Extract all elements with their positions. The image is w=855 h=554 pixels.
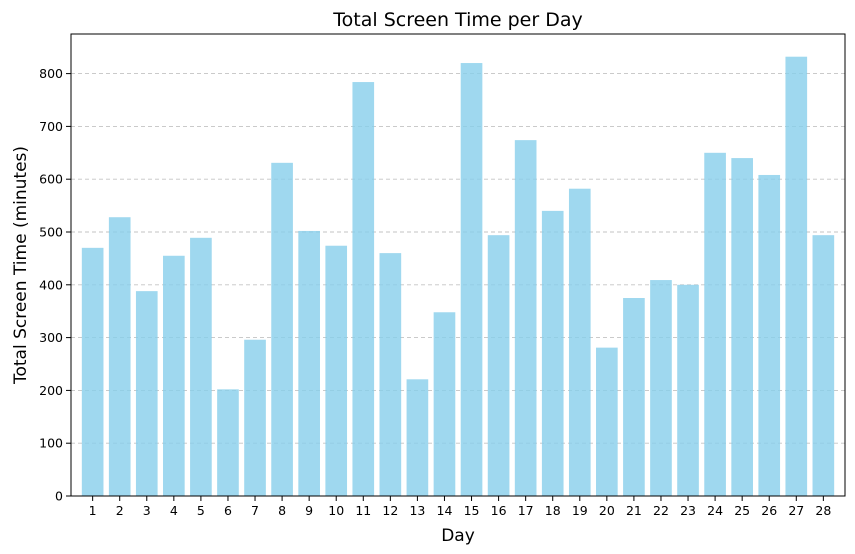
bar-day-21: [623, 298, 645, 496]
x-tick-label: 4: [170, 503, 178, 518]
x-tick-label: 23: [680, 503, 696, 518]
y-axis-label: Total Screen Time (minutes): [11, 146, 31, 385]
bar-day-16: [487, 235, 510, 496]
bar-day-26: [758, 174, 781, 496]
y-tick-label: 100: [39, 436, 63, 451]
y-tick-label: 600: [39, 172, 63, 187]
x-tick-label: 2: [116, 503, 124, 518]
y-tick-label: 800: [39, 66, 63, 81]
x-ticks: 1 2 3 4 5 6 7 8 9 10 11 12 13 14 15 16 17 18 19 20 21 22 23 24 2…: [89, 496, 831, 518]
y-tick-label: 400: [39, 277, 63, 292]
x-tick-label: 20: [599, 503, 615, 518]
x-tick-label: 27: [788, 503, 804, 518]
bar-day-6: [217, 389, 239, 496]
y-tick-label: 300: [39, 330, 63, 345]
x-tick-label: 10: [328, 503, 344, 518]
bar-day-18: [541, 210, 564, 496]
bar-day-23: [677, 284, 699, 496]
x-tick-label: 18: [545, 503, 561, 518]
x-tick-label: 24: [707, 503, 723, 518]
bar-day-20: [596, 347, 618, 496]
bar-day-14: [433, 312, 456, 496]
bar-day-8: [271, 162, 293, 496]
x-tick-label: 16: [491, 503, 507, 518]
bar-day-1: [81, 247, 104, 496]
bar-day-4: [163, 255, 185, 496]
y-tick-label: 0: [55, 489, 63, 504]
x-tick-label: 25: [734, 503, 750, 518]
x-tick-label: 14: [437, 503, 453, 518]
x-tick-label: 15: [464, 503, 480, 518]
y-tick-label: 200: [39, 383, 63, 398]
bar-day-9: [298, 230, 320, 496]
x-tick-label: 3: [143, 503, 151, 518]
x-tick-label: 13: [409, 503, 425, 518]
bar-day-28: [812, 235, 835, 496]
bar-day-3: [135, 291, 158, 496]
x-tick-label: 9: [305, 503, 313, 518]
y-tick-label: 500: [39, 225, 63, 240]
x-tick-label: 19: [572, 503, 588, 518]
bar-day-17: [514, 140, 537, 497]
bars: [81, 56, 835, 497]
bar-day-24: [704, 152, 726, 497]
grid-lines: [71, 73, 845, 444]
x-tick-label: 8: [278, 503, 286, 518]
bar-day-7: [244, 339, 266, 496]
x-tick-label: 28: [815, 503, 831, 518]
x-tick-label: 26: [761, 503, 777, 518]
bar-day-10: [325, 245, 348, 496]
bar-day-19: [568, 188, 591, 497]
bar-day-13: [406, 379, 429, 496]
bar-day-12: [379, 253, 402, 496]
x-tick-label: 21: [626, 503, 642, 518]
chart-title: Total Screen Time per Day: [332, 9, 582, 31]
x-tick-label: 12: [382, 503, 398, 518]
y-ticks: 0 100 200 300 400 500 600 700 800: [39, 66, 71, 504]
bar-day-2: [108, 217, 131, 496]
x-tick-label: 5: [197, 503, 205, 518]
x-tick-label: 17: [518, 503, 534, 518]
bar-day-27: [785, 56, 808, 496]
x-axis-label: Day: [441, 526, 475, 546]
bar-day-5: [190, 237, 212, 497]
x-tick-label: 6: [224, 503, 232, 518]
x-tick-label: 22: [653, 503, 669, 518]
y-tick-label: 700: [39, 119, 63, 134]
bar-day-22: [650, 280, 672, 496]
bar-day-25: [731, 158, 753, 496]
bar-day-15: [460, 63, 483, 496]
axis-frame: [70, 33, 846, 497]
x-tick-label: 11: [355, 503, 371, 518]
x-tick-label: 7: [251, 503, 259, 518]
x-tick-label: 1: [89, 503, 97, 518]
bar-day-11: [352, 82, 375, 496]
